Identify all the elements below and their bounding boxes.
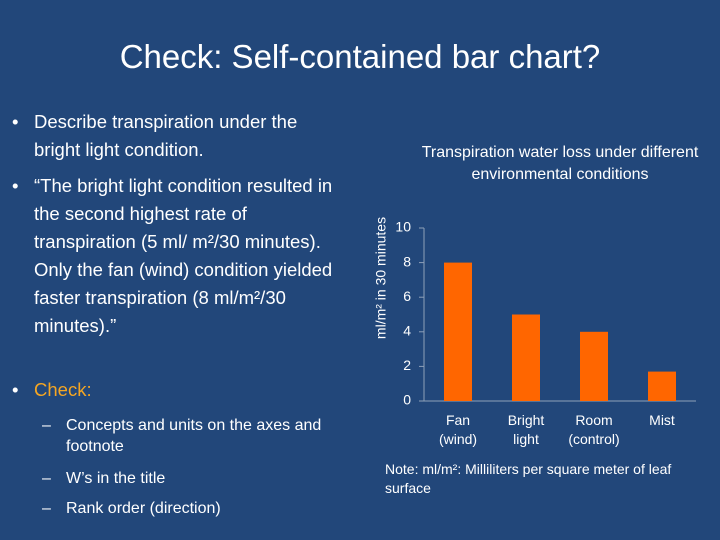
x-tick-label: Bright light (508, 412, 545, 447)
chart-note: Note: ml/m²: Milliliters per square mete… (385, 461, 672, 496)
x-tick-label: Room (control) (568, 412, 619, 447)
chart-title-box: Transpiration water loss under different… (421, 144, 699, 183)
bar (444, 262, 472, 401)
y-tick-label: 8 (403, 253, 411, 269)
x-tick-label: Fan (wind) (439, 412, 477, 447)
y-tick-label: 2 (403, 357, 411, 373)
bar (648, 371, 676, 401)
y-tick-label: 6 (403, 288, 411, 304)
sub-bullet: Concepts and units on the axes and footn… (42, 415, 336, 457)
bullet: Describe transpiration under the bright … (12, 108, 339, 164)
sub-bullet: Rank order (direction) (42, 498, 336, 519)
slide-title: Check: Self-contained bar chart? (119, 38, 601, 75)
bullet: Check: (12, 376, 339, 404)
bar (580, 331, 608, 401)
y-tick-label: 4 (403, 323, 411, 339)
bullet: “The bright light condition resulted in … (12, 172, 339, 340)
y-tick-label: 10 (395, 219, 411, 235)
y-axis-label: ml/m² in 30 minutes (373, 217, 389, 339)
x-tick-label: Mist (649, 412, 675, 428)
chart-title: Transpiration water loss under different… (421, 144, 699, 183)
bar (512, 314, 540, 401)
sub-bullet: W’s in the title (42, 468, 336, 489)
y-tick-label: 0 (403, 392, 411, 408)
